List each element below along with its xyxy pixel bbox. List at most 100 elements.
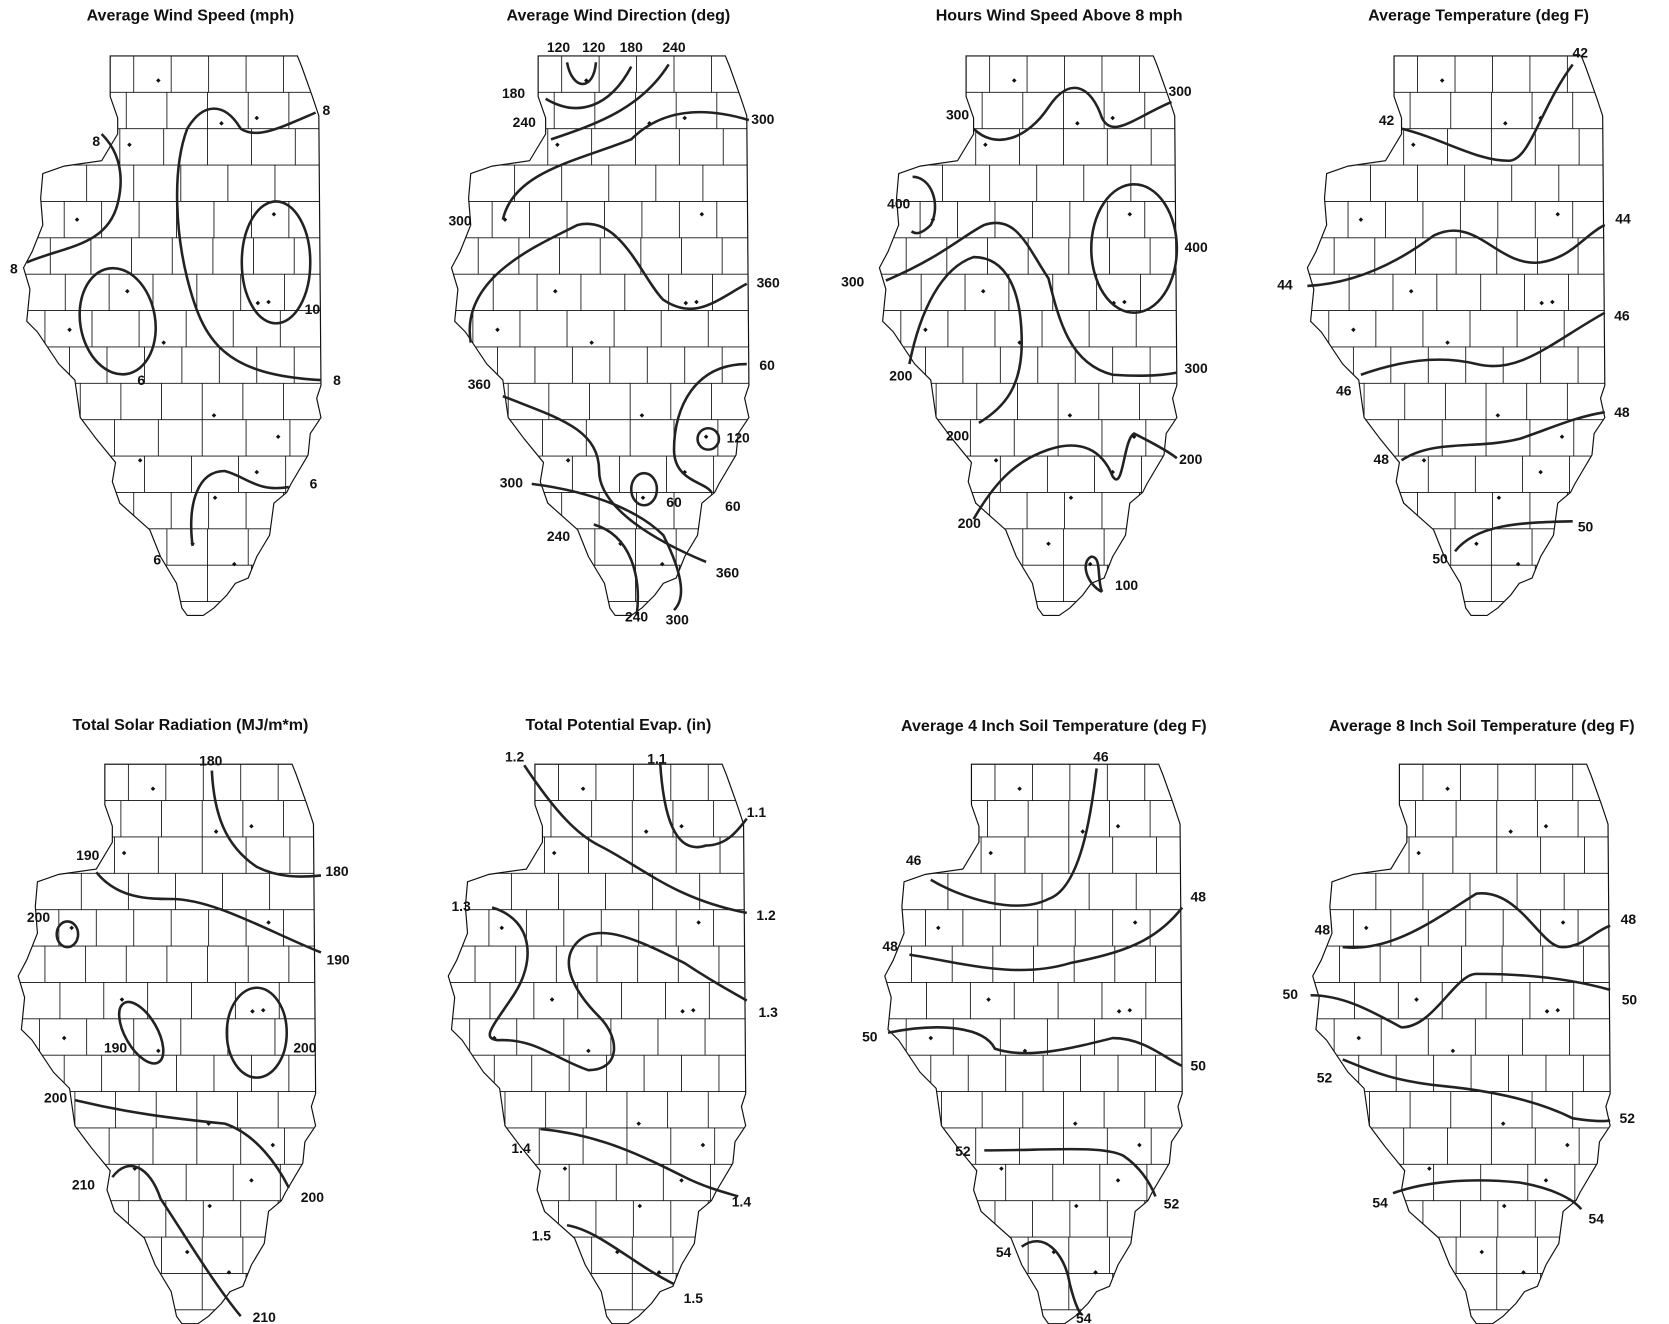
- state-map: [856, 56, 1198, 638]
- contour-line: [212, 771, 321, 877]
- station: [640, 413, 645, 418]
- station: [122, 851, 127, 856]
- station: [1074, 1204, 1079, 1209]
- contour-line: [503, 396, 706, 562]
- contour-line: [1393, 1180, 1581, 1209]
- contour-label: 46: [1093, 748, 1109, 764]
- contour-line: [567, 1225, 674, 1284]
- station: [1364, 926, 1369, 931]
- station: [589, 340, 594, 345]
- station: [271, 1143, 276, 1148]
- contour-line: [75, 1100, 289, 1188]
- contour-label: 46: [906, 852, 922, 868]
- contour-label: 48: [1373, 451, 1389, 467]
- station: [1012, 78, 1017, 83]
- contour-label: 8: [10, 261, 18, 277]
- county-borders: [861, 764, 1203, 1324]
- contour-label: 240: [547, 528, 570, 544]
- map-title: Average 8 Inch Soil Temperature (deg F): [1329, 717, 1635, 735]
- contour-label: 1.1: [747, 804, 767, 820]
- station: [700, 212, 705, 217]
- contour-label: 1.2: [505, 748, 525, 764]
- station: [249, 824, 254, 829]
- contour-line: [984, 1149, 1155, 1196]
- state-outline: [448, 764, 745, 1324]
- county-borders: [428, 56, 770, 638]
- station: [261, 1008, 266, 1013]
- contour-line: [909, 257, 1021, 423]
- contour-label: 240: [513, 114, 536, 130]
- station: [1133, 920, 1138, 925]
- station: [213, 496, 218, 501]
- contour-label: 10: [305, 301, 321, 317]
- contour-label: 50: [1622, 991, 1638, 1007]
- state-map: [1289, 764, 1631, 1324]
- station: [495, 328, 500, 333]
- station: [923, 328, 928, 333]
- county-borders: [856, 56, 1198, 638]
- station: [1502, 1204, 1507, 1209]
- station: [1544, 824, 1549, 829]
- contour-label: 52: [1620, 1110, 1636, 1126]
- contour-label: 210: [72, 1176, 95, 1192]
- station: [636, 1121, 641, 1126]
- contour-label: 200: [293, 1039, 316, 1055]
- station: [994, 458, 999, 463]
- contour-label: 190: [326, 952, 349, 968]
- contour-line: [1311, 974, 1611, 1027]
- state-outline: [1307, 56, 1604, 616]
- contour-label: 200: [44, 1090, 67, 1106]
- station: [1544, 1178, 1549, 1183]
- station: [75, 217, 80, 222]
- station: [1440, 78, 1445, 83]
- station: [1411, 142, 1416, 147]
- station: [1414, 997, 1419, 1002]
- station: [680, 1009, 685, 1014]
- station: [1068, 413, 1073, 418]
- map-sheet: Average Wind Speed (mph)888810666Average…: [0, 0, 1669, 1324]
- contour-label: 200: [27, 909, 50, 925]
- contour-label: 400: [1185, 239, 1208, 255]
- station: [1508, 829, 1513, 834]
- county-borders: [0, 56, 342, 638]
- contour-line: [546, 67, 632, 108]
- contour-line: [470, 224, 747, 343]
- contour-label: 180: [620, 39, 643, 55]
- contour-label: 200: [1179, 451, 1202, 467]
- contour-label: 210: [253, 1309, 276, 1324]
- station: [1555, 1008, 1560, 1013]
- station: [1501, 1121, 1506, 1126]
- contour-label: 54: [1076, 1310, 1092, 1324]
- contour-line: [909, 908, 1182, 970]
- station: [566, 458, 571, 463]
- station: [254, 116, 259, 121]
- station: [250, 1009, 255, 1014]
- contour-label: 60: [725, 498, 741, 514]
- station: [684, 301, 689, 306]
- contour-line: [191, 471, 289, 546]
- station: [999, 1166, 1004, 1171]
- contour-label: 50: [1191, 1058, 1207, 1074]
- contour-label: 48: [1614, 404, 1630, 420]
- contour-label: 6: [310, 476, 318, 492]
- station: [1550, 300, 1555, 305]
- state-outline: [18, 764, 315, 1324]
- station: [694, 300, 699, 305]
- station: [550, 997, 555, 1002]
- contour-loop: [72, 262, 164, 380]
- station: [276, 435, 281, 440]
- contour-label: 300: [946, 107, 969, 123]
- station: [67, 328, 72, 333]
- station: [983, 142, 988, 147]
- station: [125, 289, 130, 294]
- contour-label: 1.1: [647, 751, 667, 767]
- station: [1359, 217, 1364, 222]
- contour-label: 48: [882, 938, 898, 954]
- contour-label: 44: [1615, 210, 1631, 226]
- map-title: Average Wind Speed (mph): [87, 7, 295, 25]
- contour-label: 50: [1578, 518, 1594, 534]
- state-map: [428, 56, 770, 638]
- station: [161, 340, 166, 345]
- station: [120, 997, 125, 1002]
- contour-label: 400: [887, 195, 910, 211]
